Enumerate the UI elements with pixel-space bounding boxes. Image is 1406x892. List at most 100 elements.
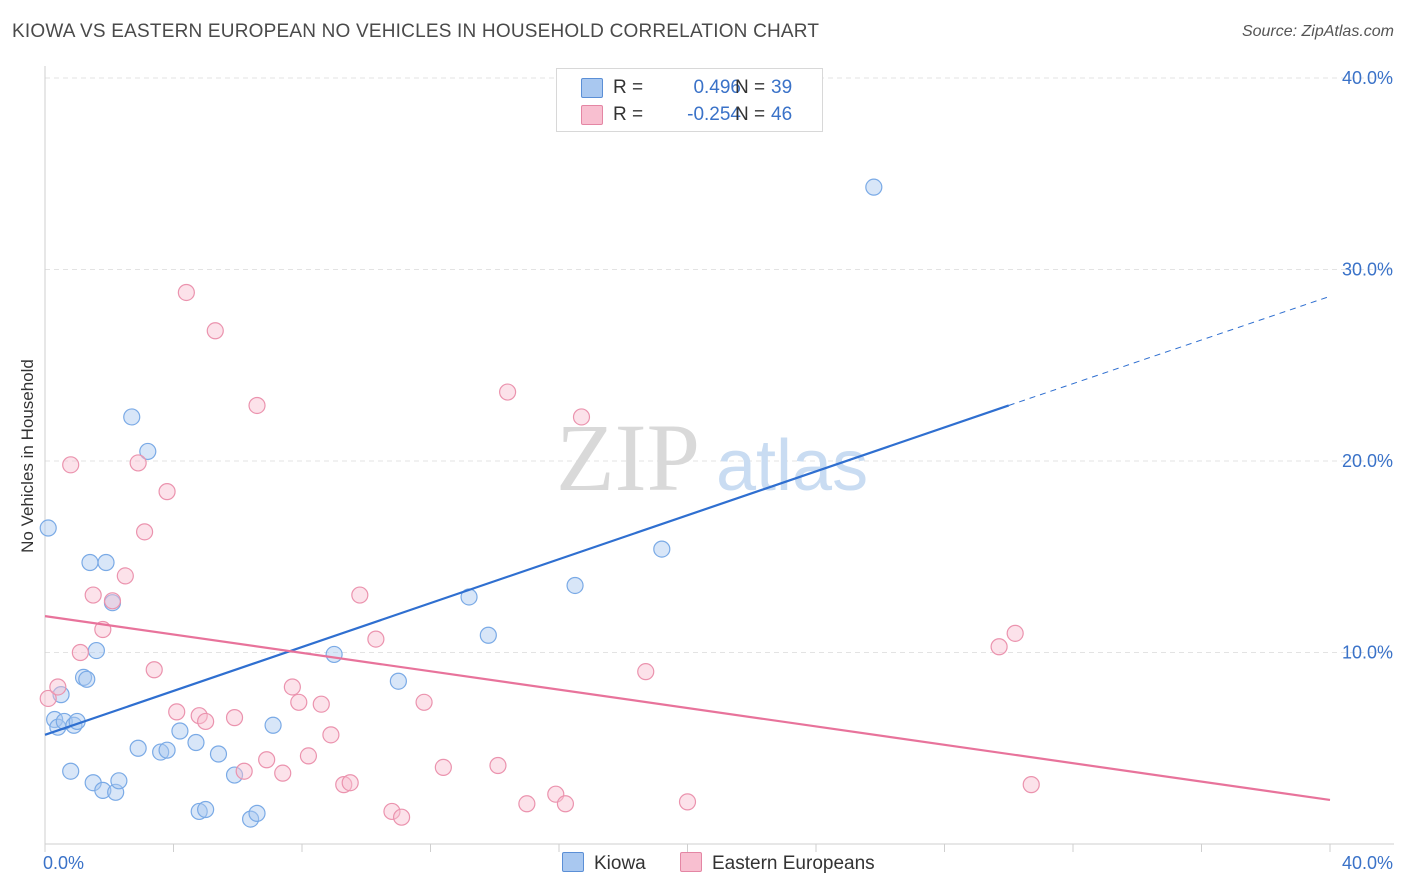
kiowa-point (123, 408, 141, 426)
eastern-european-point (158, 483, 176, 501)
kiowa-point (242, 810, 260, 828)
kiowa-point (264, 716, 282, 734)
kiowa-point (248, 804, 266, 822)
legend-r-label: R = (613, 77, 644, 98)
eastern-european-point (1022, 776, 1040, 794)
kiowa-point (190, 802, 208, 821)
kiowa-point (865, 178, 883, 196)
kiowa-point (653, 540, 671, 558)
correlation-legend: R = 0.496 N = 39 R = -0.254 N = 46 (556, 68, 823, 132)
eastern-european-point (678, 793, 697, 811)
legend-swatch-kiowa (581, 78, 603, 98)
kiowa-point (97, 553, 115, 572)
kiowa-trend-extension (1008, 295, 1331, 406)
eastern-european-point (290, 693, 308, 711)
legend-r-label: R = (613, 104, 644, 125)
chart-title: KIOWA VS EASTERN EUROPEAN NO VEHICLES IN… (12, 21, 820, 42)
y-tick-label: 40.0% (1342, 68, 1393, 88)
legend-n-value: 39 (771, 77, 793, 98)
kiowa-point (187, 733, 205, 752)
kiowa-trend-line (44, 404, 1010, 736)
eastern-european-point (206, 322, 224, 340)
eastern-european-point (312, 695, 330, 713)
eastern-european-point (489, 756, 507, 775)
kiowa-point (158, 741, 176, 759)
bottom-legend-label-kiowa: Kiowa (594, 853, 646, 874)
eastern-european-point (225, 709, 244, 727)
eastern-european-point (415, 693, 433, 711)
eastern-european-point (518, 795, 536, 813)
trend-lines (44, 295, 1331, 802)
kiowa-point (39, 519, 57, 537)
kiowa-point (55, 712, 73, 731)
eastern-european-point (367, 630, 385, 648)
eastern-european-point (335, 776, 353, 794)
kiowa-point (110, 772, 128, 790)
eastern-european-point (258, 751, 276, 769)
kiowa-point (566, 576, 584, 595)
legend-n-label: N = (735, 104, 766, 125)
axes (44, 66, 1394, 852)
eastern-european-point (177, 283, 195, 302)
eastern-european-point (62, 456, 80, 474)
legend-r-value: 0.496 (693, 77, 741, 98)
eastern-european-point (434, 758, 452, 777)
eastern-european-point (351, 586, 369, 604)
eastern-european-point (499, 383, 517, 401)
bottom-legend-kiowa: Kiowa (562, 852, 646, 875)
kiowa-point (225, 766, 244, 784)
eastern-european-point (572, 408, 591, 426)
eastern-european-point (145, 661, 163, 679)
kiowa-point (129, 739, 147, 757)
eastern-european-point (103, 592, 122, 610)
eastern-european-point (235, 762, 253, 780)
y-axis-label: No Vehicles in Household (18, 359, 37, 553)
eastern-european-point (190, 707, 208, 725)
eastern-european-point (116, 567, 134, 585)
data-points (39, 178, 1040, 828)
eastern-european-point (135, 523, 154, 541)
gridlines (45, 77, 1394, 653)
x-tick-label: 40.0% (1342, 853, 1393, 873)
kiowa-point (389, 672, 407, 690)
kiowa-point (479, 626, 497, 644)
kiowa-point (325, 645, 343, 664)
bottom-legend-label-eastern: Eastern Europeans (712, 853, 875, 874)
kiowa-point (81, 553, 99, 572)
eastern-european-point (168, 703, 186, 721)
eastern-european-point (322, 726, 340, 744)
kiowa-point (139, 442, 157, 461)
y-tick-label: 10.0% (1342, 643, 1393, 663)
y-tick-label: 20.0% (1342, 451, 1393, 471)
y-tick-label: 30.0% (1342, 260, 1393, 280)
tick-labels: 10.0% 20.0% 30.0% 40.0% 0.0% 40.0% (43, 68, 1393, 873)
eastern-european-point (637, 663, 655, 681)
eastern-european-point (283, 678, 301, 696)
watermark: ZIP atlas (556, 404, 868, 511)
kiowa-point (152, 743, 170, 761)
eastern-european-point (248, 396, 266, 415)
watermark-zip: ZIP (556, 404, 700, 511)
kiowa-point (171, 722, 189, 740)
kiowa-point (78, 670, 96, 688)
kiowa-point (209, 745, 228, 763)
eastern-european-point (129, 454, 147, 472)
eastern-european-trend-line (44, 615, 1331, 802)
legend-n-label: N = (735, 77, 766, 98)
eastern-european-point (1006, 624, 1024, 642)
x-tick-label: 0.0% (43, 853, 84, 873)
eastern-european-point (556, 795, 575, 813)
eastern-european-point (71, 643, 89, 662)
eastern-european-point (274, 764, 292, 782)
eastern-european-point (49, 678, 67, 696)
eastern-european-point (39, 689, 57, 708)
legend-r-value: -0.254 (687, 104, 741, 125)
bottom-legend-swatch-eastern (680, 852, 702, 872)
kiowa-point (197, 800, 215, 819)
eastern-european-point (990, 638, 1008, 656)
eastern-european-point (392, 808, 411, 826)
bottom-legend-eastern: Eastern Europeans (680, 852, 875, 875)
watermark-atlas: atlas (716, 426, 868, 506)
kiowa-point (87, 641, 106, 660)
eastern-european-point (84, 586, 102, 604)
